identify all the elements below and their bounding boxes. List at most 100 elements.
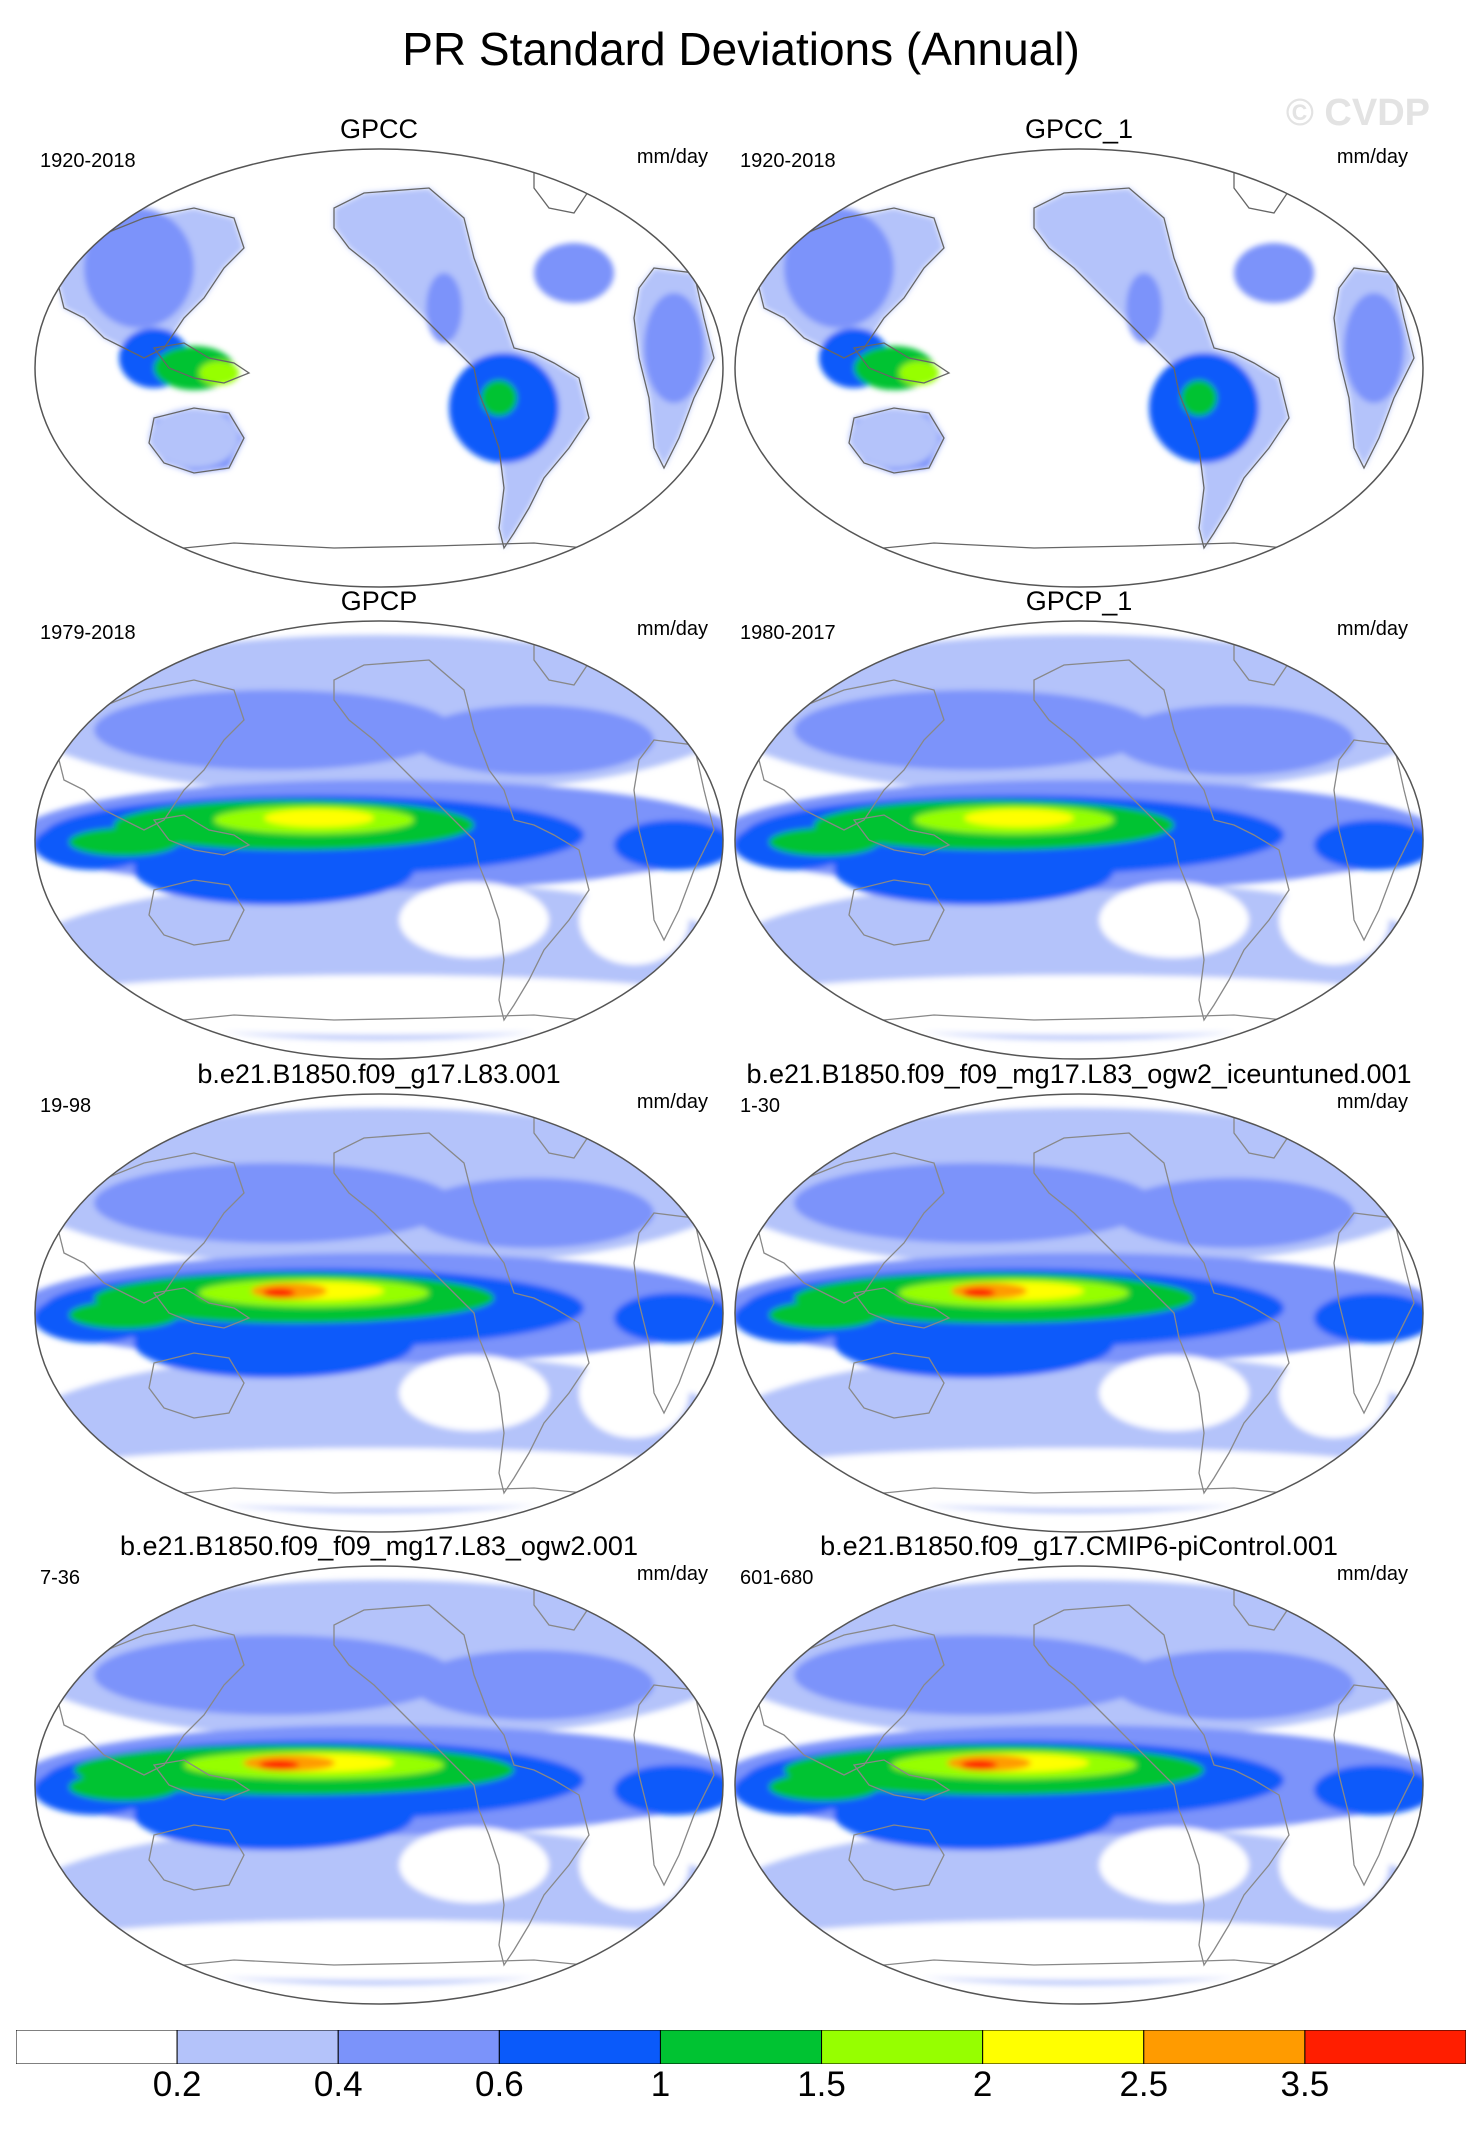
field-pacific-red [259,1760,299,1770]
coastline-africa [633,1212,715,1415]
colorbar-swatch [1143,2030,1306,2064]
colorbar-swatch [1304,2030,1466,2064]
field-s-atlantic-dry [1279,1348,1389,1438]
field-maritime-lime [899,361,939,385]
field-indian-blue [614,820,723,870]
panel-title: GPCC_1 [1024,114,1134,144]
field-se-pacific-dry [1099,1827,1249,1903]
field-indian-blue [1314,1293,1423,1343]
map-border [34,1565,724,2005]
map-panel: b.e21.B1850.f09_f09_mg17.L83_ogw2_iceunt… [734,1059,1424,1533]
coastline-americas [333,187,590,550]
coastline-asia [753,1624,945,1776]
coastline-americas [1033,187,1290,550]
colorbar-swatch [982,2030,1145,2064]
field-nh-stormtrack [794,1163,1154,1243]
coastline-asia [53,1624,245,1776]
panel-title: b.e21.B1850.f09_f09_mg17.L83_ogw2.001 [120,1531,638,1561]
world-map [34,620,724,1060]
map-border [734,148,1424,588]
coastline-antarctica [133,542,635,554]
coastline-africa [1333,1212,1415,1415]
panel-period: 1979-2018 [40,622,136,644]
coastline-africa [633,267,715,470]
field-spcz-blue [834,1308,1114,1378]
field-pacific-red [961,1760,997,1770]
panel-title: GPCP [340,586,418,616]
world-map [734,1093,1424,1533]
colorbar-tick-label: 2.5 [1119,2065,1169,2104]
panel-title: GPCC [339,114,418,144]
colorbar-tick-label: 2 [972,2065,993,2104]
coastline-maritime [152,814,251,856]
colorbar-tick-label: 0.2 [152,2065,202,2104]
panel-units: mm/day [1336,146,1408,168]
colorbar-tick-label: 0.4 [313,2065,363,2104]
colorbar [16,2030,1466,2064]
field-southern-ocean-light [735,1920,1423,1980]
field-atlantic-stormtrack [414,1650,654,1720]
panel-period: 601-680 [740,1567,814,1589]
coastline-africa [633,1684,715,1887]
panel-period: 1-30 [740,1095,781,1117]
coastline-americas [1033,659,1290,1022]
field-spcz-blue [134,1780,414,1850]
figure-title: PR Standard Deviations (Annual) [402,23,1080,75]
field-spcz-blue [134,1308,414,1378]
coastline-australia [848,1824,945,1891]
coastline-americas [333,1604,590,1967]
world-map [34,148,724,588]
coastline-maritime [852,1287,951,1329]
colorbar-swatch [16,2030,178,2064]
panel-units: mm/day [636,146,708,168]
coastline-australia [848,407,945,474]
field-indian-green [769,1301,879,1329]
field-indian-green [69,828,179,856]
world-map [34,1565,724,2005]
field-indian-blue [614,1765,723,1815]
panel-title: b.e21.B1850.f09_f09_mg17.L83_ogw2_iceunt… [746,1059,1412,1089]
world-map [734,148,1424,588]
field-land-amazon-green [1181,380,1217,416]
colorbar-swatch [176,2030,339,2064]
field-land-australia-light [149,408,239,468]
field-s-atlantic-dry [579,875,689,965]
field-spcz-blue [834,1780,1114,1850]
panel-period: 7-36 [40,1567,81,1589]
field-indian-blue [1314,820,1423,870]
coastline-maritime [852,342,951,384]
world-map [34,1093,724,1533]
panel-units: mm/day [1336,618,1408,640]
coastline-australia [848,879,945,946]
field-land-amazon-green [481,380,517,416]
field-s-atlantic-dry [579,1820,689,1910]
coastline-asia [53,207,245,359]
field-nh-stormtrack [794,690,1154,770]
coastline-australia [848,1352,945,1419]
field-nh-stormtrack [794,1635,1154,1715]
map-panel: GPCC 1920-2018 mm/day [34,114,724,588]
field-land-central-america [426,273,462,343]
coastline-africa [1333,739,1415,942]
field-pacific-red [263,1288,295,1298]
field-atlantic-stormtrack [1114,1650,1354,1720]
colorbar-swatch [659,2030,823,2064]
world-map [734,1565,1424,2005]
coastline-asia [53,1152,245,1304]
map-border [34,148,724,588]
panel-title: b.e21.B1850.f09_g17.L83.001 [197,1059,561,1089]
field-pacific-yellow [264,809,374,827]
field-land-africa-trop [644,293,704,403]
map-panel: b.e21.B1850.f09_f09_mg17.L83_ogw2.001 7-3… [34,1531,724,2005]
field-spcz-blue [834,835,1114,905]
field-pacific-yellow [964,809,1074,827]
colorbar-swatch [337,2030,500,2064]
map-panel: b.e21.B1850.f09_g17.L83.001 19-98 mm/day [34,1059,724,1533]
field-se-pacific-dry [1099,882,1249,958]
watermark: © CVDP [1285,92,1430,134]
field-se-pacific-dry [399,1827,549,1903]
coastline-asia [53,679,245,831]
field-atlantic-stormtrack [414,1178,654,1248]
panel-units: mm/day [636,1563,708,1585]
colorbar-swatch [821,2030,984,2064]
